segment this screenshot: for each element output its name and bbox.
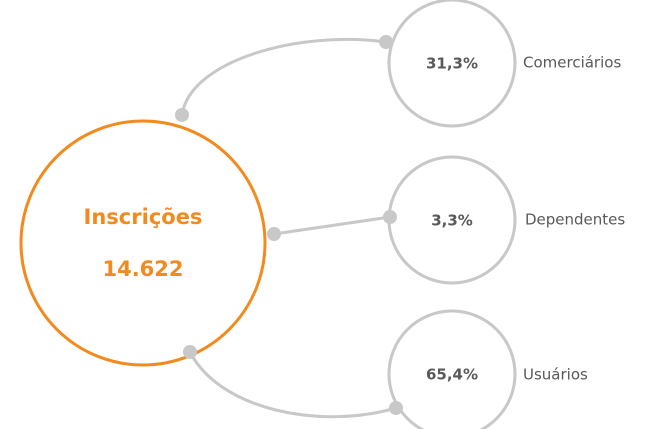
connector: [188, 351, 397, 419]
node-label: Usuários: [523, 366, 588, 384]
center-value: 14.622: [102, 257, 183, 281]
node-label: Comerciários: [523, 54, 621, 72]
dots: [175, 35, 403, 415]
dot: [379, 35, 393, 49]
center-circle: [19, 119, 267, 367]
node-value: 3,3%: [431, 212, 473, 230]
node-label: Dependentes: [525, 211, 625, 229]
dot: [389, 401, 403, 415]
connectors: [180, 37, 397, 419]
node-value: 31,3%: [426, 55, 478, 73]
center-label: Inscrições: [84, 205, 203, 229]
connector: [273, 215, 391, 236]
node-circle: [387, 309, 517, 429]
dot: [175, 108, 189, 122]
connector: [180, 37, 387, 116]
node-circle: [387, 0, 517, 128]
node-circles: [387, 0, 517, 429]
node-value: 65,4%: [426, 366, 478, 384]
dot: [383, 210, 397, 224]
dot: [183, 345, 197, 359]
dot: [267, 227, 281, 241]
